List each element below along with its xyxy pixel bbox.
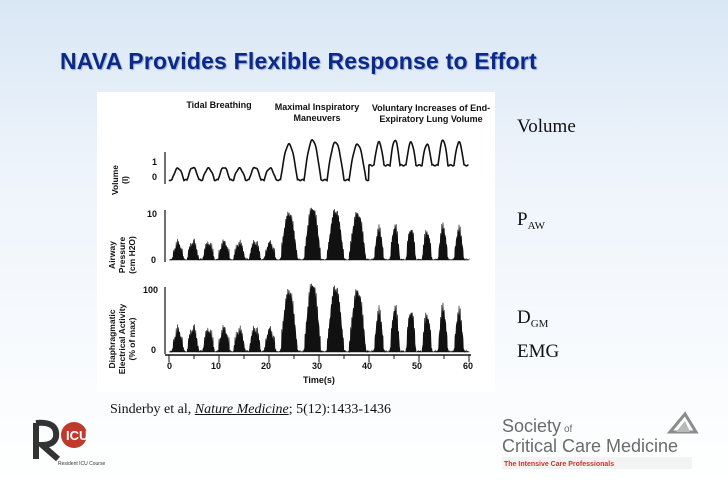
- ylabel-diaphragm: Diaphragmatic Electrical Activity (% of ma…: [107, 303, 137, 375]
- tick-airway-top: 10: [147, 209, 158, 219]
- sccm-logo: Society of Critical Care Medicine The In…: [500, 410, 700, 476]
- xtick-40: 40: [362, 361, 373, 371]
- tick-dgm-bottom: 0: [151, 345, 157, 355]
- xtick-20: 20: [261, 361, 272, 371]
- label-emg: EMG: [517, 341, 560, 362]
- sccm-society: Society: [502, 416, 561, 436]
- tick-dgm-top: 100: [143, 285, 159, 295]
- airway-pressure-trace: [169, 207, 470, 262]
- header-tidal: Tidal Breathing: [186, 100, 252, 110]
- sccm-ccm: Critical Care Medicine: [502, 436, 678, 456]
- xtick-10: 10: [211, 361, 222, 371]
- journal-name: Nature Medicine: [194, 402, 289, 417]
- ylabel-volume: Volume (l): [110, 164, 130, 196]
- xtick-30: 30: [312, 361, 323, 371]
- volume-trace: [168, 138, 469, 182]
- waveform-traces: [164, 138, 471, 362]
- tick-volume-top: 1: [152, 157, 158, 167]
- tick-airway-bottom: 0: [151, 255, 157, 265]
- nava-figure: Tidal Breathing Maximal Inspiratory Mane…: [97, 92, 495, 392]
- citation: Sinderby et al, Nature Medicine; 5(12):1…: [110, 402, 391, 417]
- label-paw: PAW: [517, 209, 546, 232]
- xtick-60: 60: [463, 361, 474, 371]
- x-axis-label: Time(s): [303, 375, 335, 385]
- label-volume: Volume: [517, 116, 576, 137]
- xtick-0: 0: [167, 361, 173, 371]
- header-maximal: Maximal Inspiratory Maneuvers: [274, 102, 360, 123]
- sccm-tagline: The Intensive Care Professionals: [504, 461, 614, 468]
- sccm-of: of: [564, 424, 573, 435]
- resident-icu-logo: ICU Resident ICU Course: [28, 413, 116, 473]
- header-voluntary: Voluntary Increases of End-Expiratory Lu…: [371, 103, 491, 124]
- slide-title: NAVA Provides Flexible Response to Effor…: [60, 48, 537, 74]
- label-dgm: DGM: [517, 307, 549, 330]
- ylabel-airway: Airway Pressure (cm H2O): [107, 236, 137, 274]
- diaphragm-emg-trace: [169, 283, 470, 354]
- logo-tagline: Resident ICU Course: [58, 461, 105, 467]
- logo-icu-text: ICU: [66, 428, 88, 443]
- logo-red-circle: [61, 422, 87, 448]
- tick-volume-bottom: 0: [152, 172, 158, 182]
- xtick-50: 50: [412, 361, 423, 371]
